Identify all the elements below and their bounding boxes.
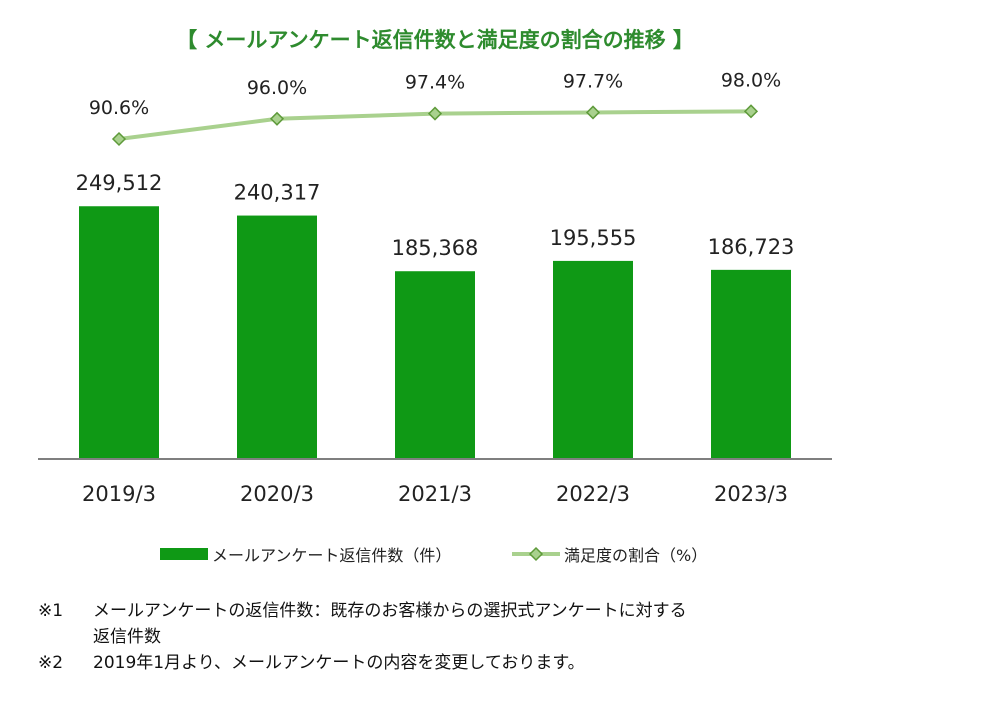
x-tick-labels: 2019/3 2020/3 2021/3 2022/3 2023/3 <box>82 482 788 506</box>
bars-layer: 249,512 240,317 185,368 195,555 186,723 <box>76 171 795 459</box>
legend: メールアンケート返信件数（件） 満足度の割合（%） <box>160 546 707 565</box>
chart-title: 【 メールアンケート返信件数と満足度の割合の推移 】 <box>176 28 694 52</box>
x-tick-label: 2023/3 <box>714 482 788 506</box>
line-layer: 90.6% 96.0% 97.4% 97.7% 98.0% <box>89 69 781 147</box>
legend-marker-icon <box>528 546 544 562</box>
bar <box>553 260 633 459</box>
line-value-label: 97.4% <box>405 72 465 94</box>
footnote-1-continuation: 返信件数 <box>93 627 161 647</box>
footnote-2-mark: ※2 <box>38 653 64 673</box>
bar-value-label: 240,317 <box>234 181 321 205</box>
x-tick-label: 2022/3 <box>556 482 630 506</box>
x-tick-label: 2020/3 <box>240 482 314 506</box>
footnotes: ※1 メールアンケートの返信件数：既存のお客様からの選択式アンケートに対する 返… <box>38 598 978 676</box>
line-point-marker <box>585 105 601 120</box>
bar <box>79 206 159 459</box>
line-point-marker <box>743 104 759 119</box>
line-point-marker <box>427 106 443 121</box>
line-point-marker <box>111 131 127 147</box>
bar-value-label: 185,368 <box>392 236 479 260</box>
x-tick-label: 2021/3 <box>398 482 472 506</box>
bar <box>237 215 317 459</box>
line-value-label: 96.0% <box>247 77 307 99</box>
bar-value-label: 195,555 <box>550 226 637 250</box>
legend-label-line: 満足度の割合（%） <box>564 546 707 565</box>
footnote-1-text: メールアンケートの返信件数：既存のお客様からの選択式アンケートに対する <box>93 601 687 621</box>
footnote-1: ※1 メールアンケートの返信件数：既存のお客様からの選択式アンケートに対する <box>38 598 978 624</box>
bar-value-label: 186,723 <box>708 235 795 259</box>
legend-swatch-bars <box>160 548 208 560</box>
footnote-1-mark: ※1 <box>38 601 64 621</box>
bar-value-label: 249,512 <box>76 171 163 195</box>
bar <box>711 269 791 459</box>
line-value-label: 97.7% <box>563 70 623 92</box>
x-tick-label: 2019/3 <box>82 482 156 506</box>
legend-label-bars: メールアンケート返信件数（件） <box>212 546 451 565</box>
footnote-2-text: 2019年1月より、メールアンケートの内容を変更しております。 <box>93 653 585 673</box>
line-value-label: 98.0% <box>721 69 781 91</box>
line-value-label: 90.6% <box>89 97 149 119</box>
footnote-2: ※2 2019年1月より、メールアンケートの内容を変更しております。 <box>38 650 978 676</box>
bar <box>395 271 475 459</box>
line-point-marker <box>269 111 285 126</box>
